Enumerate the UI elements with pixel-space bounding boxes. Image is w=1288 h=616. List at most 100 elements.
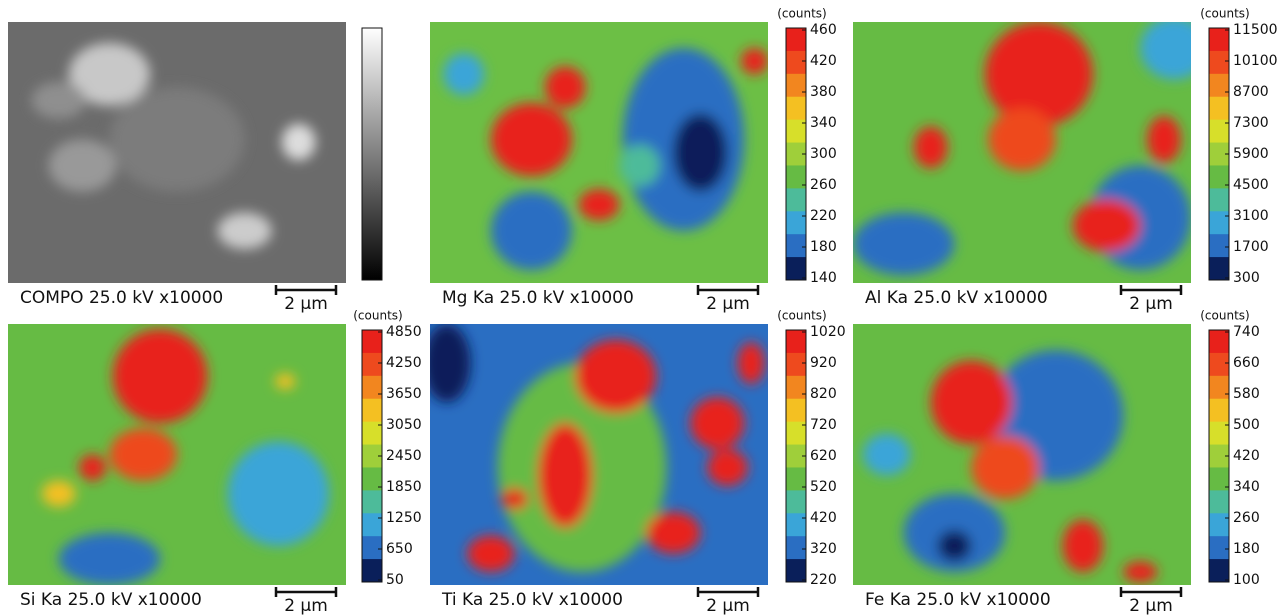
blob xyxy=(31,82,86,119)
colorbar-segment xyxy=(1209,188,1229,212)
colorbar-segment xyxy=(786,119,806,144)
blob xyxy=(937,530,972,562)
colorbar-tick-label: 3650 xyxy=(386,386,422,402)
colorbar-tick-label: 520 xyxy=(810,479,837,495)
colorbar-segment xyxy=(1209,559,1229,583)
colorbar-tick-label: 2450 xyxy=(386,448,422,464)
colorbar-segment xyxy=(1209,257,1229,281)
colorbar-segment xyxy=(1209,513,1229,537)
blobs xyxy=(430,324,765,572)
blob xyxy=(988,108,1056,171)
caption: Si Ka 25.0 kV x10000 xyxy=(20,590,202,610)
scale-bar xyxy=(1119,587,1183,597)
blob xyxy=(467,535,515,572)
colorbar-tick-label: 1850 xyxy=(386,479,422,495)
blob xyxy=(707,449,748,486)
colorbar-segment xyxy=(786,536,806,560)
colorbar-tick-label: 100 xyxy=(1233,572,1260,588)
colorbar-tick-label: 660 xyxy=(1233,355,1260,371)
blobs xyxy=(863,350,1158,583)
colorbar-segment xyxy=(1209,96,1229,121)
colorbar-segment xyxy=(786,444,806,468)
colorbar-tick-label: 420 xyxy=(810,510,837,526)
colorbar-tick-label: 180 xyxy=(1233,541,1260,557)
blobs xyxy=(31,42,316,250)
colorbar-tick-label: 260 xyxy=(1233,510,1260,526)
colorbar-tick-label: 740 xyxy=(1233,324,1260,340)
colorbar-segment xyxy=(786,467,806,491)
scale-bar-label: 2 µm xyxy=(284,294,328,314)
blob xyxy=(538,423,593,528)
colorbar-tick-label: 140 xyxy=(810,270,837,286)
colorbar-tick-label: 4850 xyxy=(386,324,422,340)
colorbar-segment xyxy=(786,398,806,423)
scale-bar-label: 2 µm xyxy=(706,596,750,616)
colorbar-tick-label: 460 xyxy=(810,22,837,38)
colorbar-tick-label: 320 xyxy=(810,541,837,557)
colorbar-segment xyxy=(1209,421,1229,446)
colorbar-tick-label: 820 xyxy=(810,386,837,402)
colorbar-unit: (counts) xyxy=(777,7,826,21)
map-image xyxy=(853,324,1191,585)
colorbar-segment xyxy=(1209,444,1229,468)
blob xyxy=(112,329,208,424)
colorbar-segment xyxy=(786,211,806,235)
colorbar-tick-label: 720 xyxy=(810,417,837,433)
blob xyxy=(430,324,471,403)
colorbar xyxy=(361,27,383,281)
blob xyxy=(930,360,1012,445)
colorbar-tick-label: 1700 xyxy=(1233,239,1269,255)
colorbar-tick-label: 650 xyxy=(386,541,413,557)
blob xyxy=(68,42,150,106)
colorbar-segment xyxy=(362,513,382,537)
colorbar-tick-label: 10100 xyxy=(1233,53,1278,69)
blobs xyxy=(443,48,768,270)
colorbar-segment xyxy=(1209,142,1229,166)
caption: COMPO 25.0 kV x10000 xyxy=(20,288,223,308)
scale-bar-label: 2 µm xyxy=(706,294,750,314)
colorbar-segment xyxy=(362,536,382,560)
colorbar-unit: (counts) xyxy=(1200,309,1249,323)
blob xyxy=(737,342,765,385)
colorbar-segment xyxy=(1209,490,1229,514)
blob xyxy=(646,511,701,554)
colorbar-tick-label: 580 xyxy=(1233,386,1260,402)
blob xyxy=(984,22,1093,127)
blob xyxy=(673,113,728,192)
colorbar-tick-label: 220 xyxy=(810,208,837,224)
map-image xyxy=(430,324,768,585)
colorbar-tick-label: 4500 xyxy=(1233,177,1269,193)
colorbar-tick-label: 8700 xyxy=(1233,84,1269,100)
colorbar-segment xyxy=(786,513,806,537)
colorbar-tick-label: 260 xyxy=(810,177,837,193)
colorbar-segment xyxy=(786,165,806,189)
map-image xyxy=(853,22,1191,283)
blob xyxy=(443,53,485,96)
blob xyxy=(490,191,572,270)
colorbar-segment xyxy=(786,490,806,514)
blob xyxy=(41,480,76,507)
blob xyxy=(690,397,745,450)
scale-bar-label: 2 µm xyxy=(1129,596,1173,616)
colorbar-segment xyxy=(1209,28,1229,52)
blob xyxy=(853,212,955,276)
colorbar-segment xyxy=(1209,352,1229,377)
colorbar-segment xyxy=(362,421,382,446)
colorbar-unit: (counts) xyxy=(777,309,826,323)
caption: Mg Ka 25.0 kV x10000 xyxy=(442,288,634,308)
colorbar-segment xyxy=(786,28,806,52)
blob xyxy=(490,102,572,176)
colorbar-segment xyxy=(1209,119,1229,144)
blob xyxy=(575,339,657,413)
scale-bar xyxy=(274,285,338,295)
colorbar-segment xyxy=(362,490,382,514)
colorbar-tick-label: 5900 xyxy=(1233,146,1269,162)
panel: Fe Ka 25.0 kV x10000 2 µm (counts)740 660 58… xyxy=(853,309,1260,616)
colorbar-tick-label: 340 xyxy=(810,115,837,131)
blob xyxy=(544,66,586,109)
scale-bar xyxy=(696,587,760,597)
blob xyxy=(971,436,1039,499)
colorbar-segment xyxy=(1209,398,1229,423)
blob xyxy=(217,212,272,250)
colorbar-segment xyxy=(362,330,382,354)
